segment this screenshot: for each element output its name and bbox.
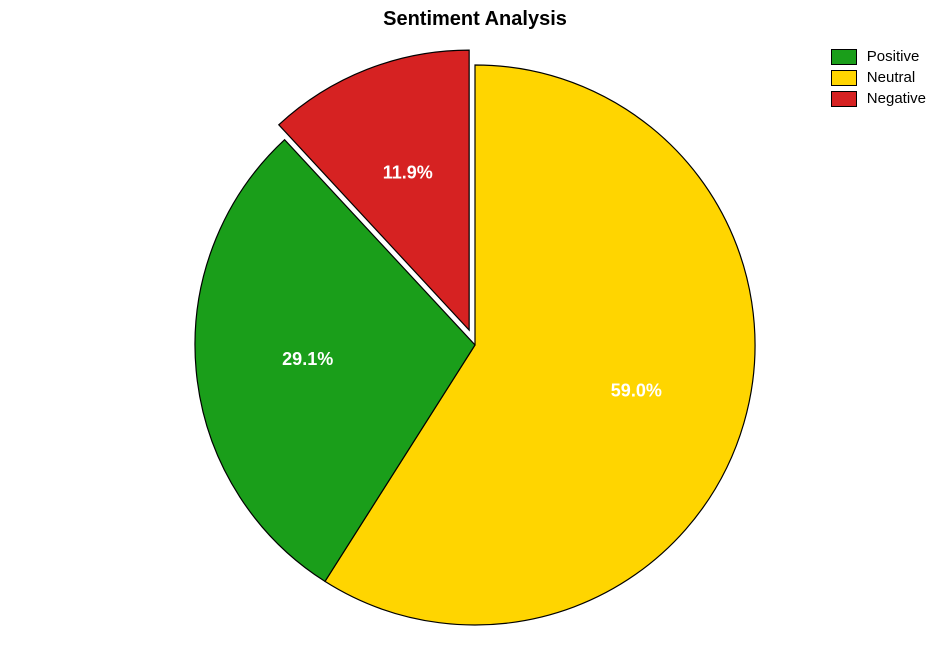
legend-item-neutral: Neutral <box>831 69 926 86</box>
legend-item-negative: Negative <box>831 90 926 107</box>
pie-slice-label-positive: 29.1% <box>282 349 333 369</box>
pie-slice-label-neutral: 59.0% <box>611 381 662 401</box>
pie-svg: 59.0% 29.1% 11.9% <box>0 0 950 662</box>
legend: Positive Neutral Negative <box>831 48 926 111</box>
legend-label-negative: Negative <box>867 90 926 107</box>
legend-swatch-negative <box>831 91 857 107</box>
legend-item-positive: Positive <box>831 48 926 65</box>
legend-label-neutral: Neutral <box>867 69 915 86</box>
legend-swatch-neutral <box>831 70 857 86</box>
legend-swatch-positive <box>831 49 857 65</box>
legend-label-positive: Positive <box>867 48 920 65</box>
sentiment-pie-chart: Sentiment Analysis 59.0%29.1%11.9% Posit… <box>0 0 950 662</box>
pie-slice-label-negative: 11.9% <box>383 162 433 182</box>
